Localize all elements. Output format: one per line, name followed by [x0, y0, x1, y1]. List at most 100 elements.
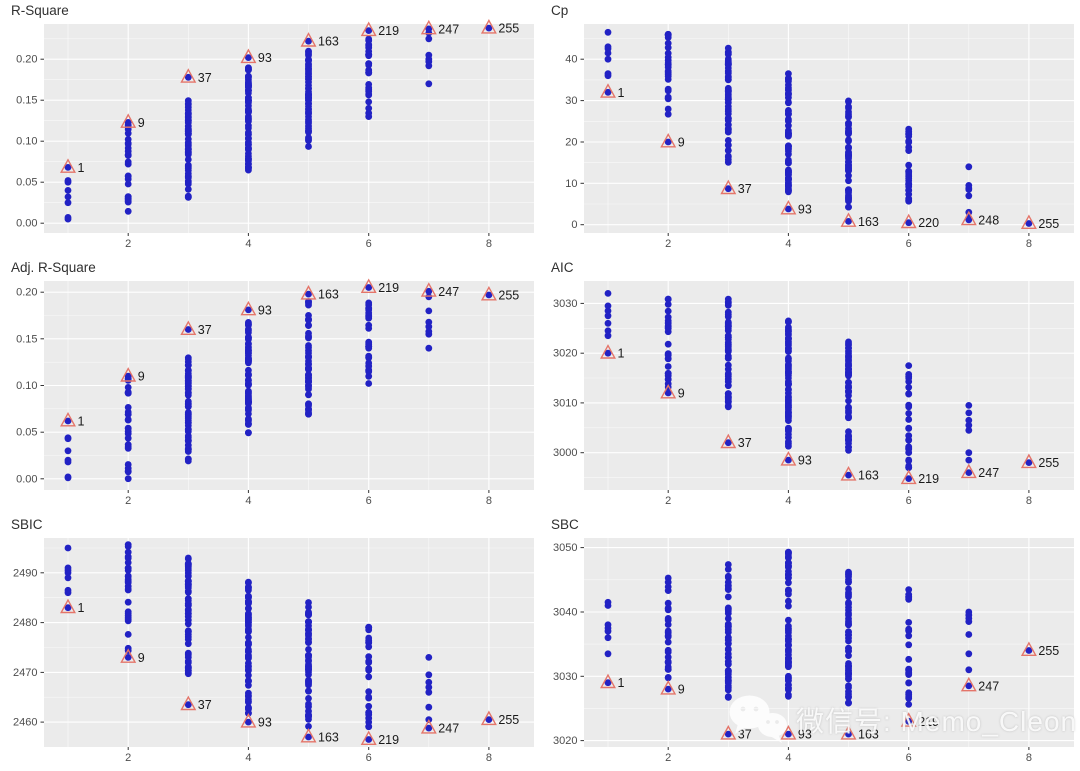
best-model-number: 255: [498, 713, 519, 727]
best-model-number: 163: [858, 469, 879, 483]
best-triangle-icon: [660, 383, 677, 399]
best-triangle-icon: [660, 680, 677, 695]
best-model-number: 220: [918, 216, 939, 230]
x-tick-label: 6: [906, 495, 912, 507]
x-tick-label: 8: [486, 752, 492, 764]
panel-sbc: 2 4 6 8 3020 3030 3040 3050 SBC 1 9 37 93 163 219 247 25…: [540, 514, 1080, 770]
best-triangle-icon: [960, 676, 977, 692]
best-model-number: 37: [738, 182, 752, 196]
y-tick-label: 2460: [13, 717, 37, 729]
best-triangle-icon: [1020, 214, 1037, 229]
x-tick-label: 4: [245, 238, 251, 250]
best-triangle-icon: [480, 19, 497, 34]
model-points: [64, 293, 433, 483]
best-model-number: 37: [738, 436, 752, 450]
best-triangle-icon: [840, 725, 857, 740]
best-model-markers: 1 9 37 93 163 219 247 255: [60, 278, 519, 429]
best-model-number: 219: [378, 281, 399, 295]
best-triangle-icon: [960, 210, 977, 226]
best-triangle-icon: [180, 695, 197, 711]
y-tick-label: 0.05: [16, 177, 37, 189]
best-model-number: 37: [198, 698, 212, 712]
y-tick-label: 3030: [553, 671, 577, 683]
best-triangle-icon: [360, 21, 377, 37]
best-model-number: 93: [798, 454, 812, 468]
best-model-number: 9: [678, 683, 685, 697]
best-triangle-icon: [780, 199, 797, 215]
y-axis: 0.00 0.05 0.10 0.15 0.20: [16, 287, 44, 485]
best-model-number: 1: [618, 676, 625, 690]
best-model-number: 163: [858, 728, 879, 742]
best-triangle-icon: [60, 158, 76, 173]
x-axis: 2 4 6 8: [665, 490, 1032, 507]
best-triangle-icon: [720, 725, 737, 740]
best-triangle-icon: [300, 285, 317, 300]
y-axis: 0.00 0.05 0.10 0.15 0.20: [16, 54, 44, 230]
best-model-number: 255: [1038, 217, 1059, 231]
x-tick-label: 4: [785, 752, 791, 764]
best-model-number: 163: [318, 35, 339, 49]
best-model-number: 37: [738, 728, 752, 742]
panel-r-square: 2 4 6 8 0.00 0.05 0.10 0.15 0.20 R-Square 1 9 37 93 16…: [0, 0, 540, 257]
model-points: [64, 29, 433, 223]
best-triangle-icon: [480, 710, 497, 726]
best-triangle-icon: [900, 469, 917, 485]
best-triangle-icon: [180, 320, 197, 335]
best-model-number: 248: [978, 213, 999, 227]
best-model-number: 247: [438, 285, 459, 299]
y-tick-label: 0.20: [16, 54, 37, 66]
best-triangle-icon: [360, 730, 377, 745]
best-model-number: 37: [198, 323, 212, 337]
best-triangle-icon: [420, 282, 437, 297]
x-axis: 2 4 6 8: [125, 233, 492, 250]
best-model-number: 255: [498, 22, 519, 36]
best-model-number: 93: [798, 728, 812, 742]
x-axis: 2 4 6 8: [665, 233, 1032, 250]
best-triangle-icon: [840, 212, 857, 227]
plot-area: [584, 281, 1074, 490]
best-model-number: 219: [918, 715, 939, 729]
y-tick-label: 2480: [13, 617, 37, 629]
best-triangle-icon: [1020, 453, 1037, 469]
y-axis: 3020 3030 3040 3050: [553, 542, 584, 747]
best-triangle-icon: [600, 83, 616, 98]
y-tick-label: 0.20: [16, 287, 37, 299]
best-triangle-icon: [180, 68, 197, 83]
y-tick-label: 0.15: [16, 95, 37, 107]
best-triangle-icon: [480, 285, 497, 301]
best-triangle-icon: [60, 411, 76, 427]
y-tick-label: 0.10: [16, 136, 37, 148]
y-tick-label: 3050: [553, 542, 577, 554]
sbc-plot: 2 4 6 8 3020 3030 3040 3050 SBC 1 9 37 93 163 219 247 25…: [551, 517, 1074, 764]
panel-title: AIC: [551, 260, 574, 275]
best-model-number: 1: [78, 415, 85, 429]
panel-title: SBIC: [11, 517, 43, 532]
best-model-number: 219: [918, 472, 939, 486]
best-model-number: 1: [78, 161, 85, 175]
model-points: [604, 290, 973, 471]
x-tick-label: 6: [906, 752, 912, 764]
best-triangle-icon: [240, 713, 257, 728]
panel-title: Adj. R-Square: [11, 260, 96, 275]
best-model-number: 163: [318, 731, 339, 745]
best-triangle-icon: [600, 673, 616, 689]
best-model-number: 255: [1038, 456, 1059, 470]
panel-title: R-Square: [11, 3, 69, 18]
x-axis: 2 4 6 8: [125, 490, 492, 507]
best-model-number: 9: [138, 116, 145, 130]
best-triangle-icon: [120, 648, 137, 663]
best-model-number: 1: [618, 347, 625, 361]
best-triangle-icon: [420, 719, 437, 734]
best-model-number: 9: [138, 651, 145, 665]
best-model-number: 93: [258, 51, 272, 65]
best-model-number: 255: [1038, 644, 1059, 658]
best-triangle-icon: [660, 132, 677, 148]
plot-area: [584, 538, 1074, 747]
plot-area: [584, 24, 1074, 233]
x-tick-label: 6: [366, 238, 372, 250]
best-model-number: 1: [618, 86, 625, 100]
x-tick-label: 8: [486, 495, 492, 507]
best-model-number: 247: [438, 22, 459, 36]
x-tick-label: 4: [785, 495, 791, 507]
